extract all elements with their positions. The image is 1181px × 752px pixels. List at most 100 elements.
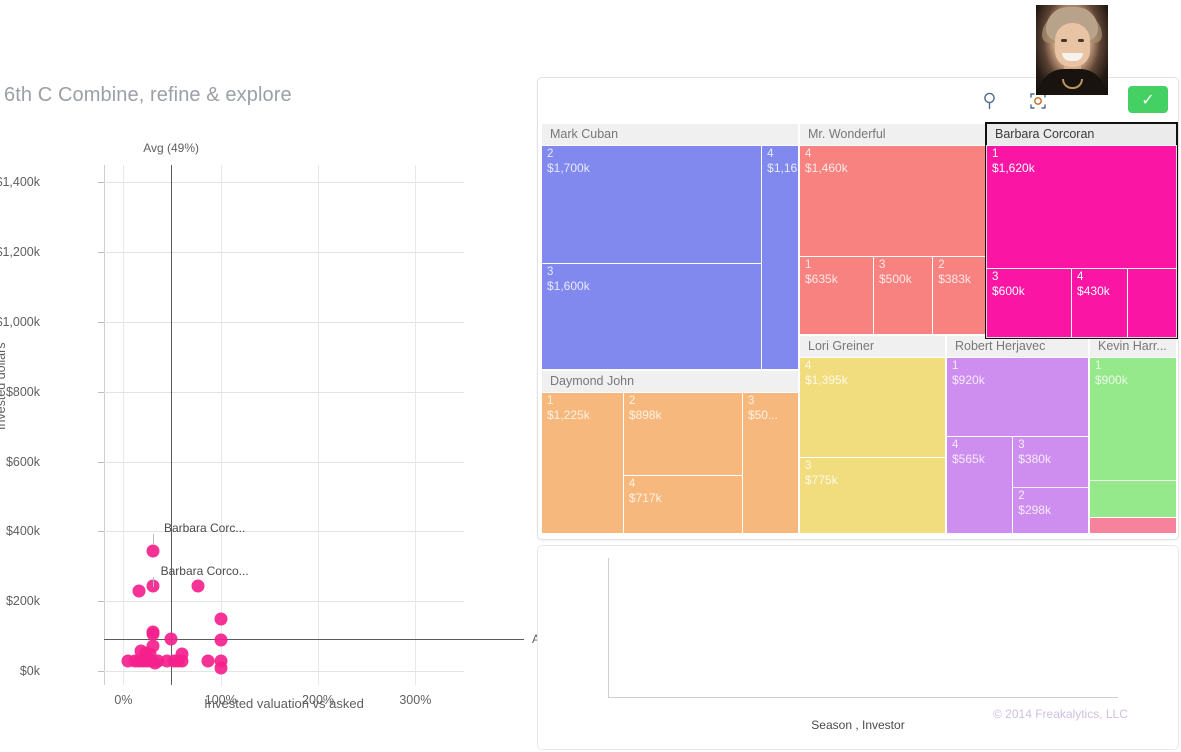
avatar-smile xyxy=(1062,53,1083,61)
treemap-cell[interactable]: 1 $1,225k xyxy=(541,392,624,534)
treemap-cell[interactable] xyxy=(1126,268,1177,338)
treemap-cell-value: $500k xyxy=(879,271,912,286)
treemap-cell[interactable]: 3 $775k xyxy=(799,456,946,535)
treemap-cell[interactable]: 2 $383k xyxy=(932,255,986,335)
scatter-point[interactable] xyxy=(175,654,189,668)
treemap-group-daymond-john[interactable]: Daymond John 1 $1,225k 2 $898k 4 $717k 3 $50... xyxy=(541,371,799,534)
scatter-point[interactable] xyxy=(132,584,146,598)
scatter-x-tick-label: 0% xyxy=(114,693,133,707)
treemap-cell[interactable]: 3 $1,600k xyxy=(541,263,762,370)
treemap-cell-value: $1,600k xyxy=(547,279,590,294)
treemap-group-body: 4 $1,395k 3 $775k xyxy=(799,357,946,535)
treemap-cell[interactable]: 2 $1,700k xyxy=(541,144,762,265)
treemap-cell[interactable]: 1 $1,620k xyxy=(986,144,1177,270)
treemap-cell-season: 4 xyxy=(805,360,812,372)
line-chart-plot-area[interactable] xyxy=(608,558,1118,698)
scatter-gridline-h xyxy=(104,671,464,673)
treemap-cell[interactable]: 4 $717k xyxy=(622,474,743,534)
treemap-cell-value: $50... xyxy=(747,408,778,422)
treemap-group-mr-wonderful[interactable]: Mr. Wonderful 4 $1,460k 1 $635k 3 $500k 2 $383k xyxy=(798,124,986,335)
treemap-group-barbara-corcoran[interactable]: Barbara Corcoran 1 $1,620k 3 $600k 4 $430k xyxy=(985,122,1178,339)
scatter-y-tick-mark xyxy=(98,671,104,673)
treemap-cell-season: 3 xyxy=(1018,438,1025,451)
scatter-y-tick-mark xyxy=(98,461,104,463)
treemap-cell[interactable]: 2 $898k xyxy=(622,392,743,476)
treemap-cell[interactable]: 3 $50... xyxy=(741,392,799,534)
scatter-point[interactable] xyxy=(201,654,215,668)
treemap-cell[interactable]: 1 $900k xyxy=(1089,357,1177,482)
treemap-group-label: Robert Herjavec xyxy=(947,336,1088,358)
treemap-cell-value: $717k xyxy=(628,490,662,505)
scatter-y-tick-label: $1,200k xyxy=(0,245,40,260)
treemap-group-body: 1 $900k xyxy=(1089,357,1177,534)
treemap-cell-value: $775k xyxy=(805,472,838,487)
scatter-gridline-v xyxy=(220,165,222,685)
scatter-point[interactable] xyxy=(191,579,205,593)
scatter-avg-hline xyxy=(104,638,524,640)
treemap-group-body: 1 $1,225k 2 $898k 4 $717k 3 $50... xyxy=(541,392,799,534)
confirm-selection-button[interactable]: ✓ xyxy=(1128,86,1168,113)
treemap-group-body: 4 $1,460k 1 $635k 3 $500k 2 $383k xyxy=(798,145,986,335)
treemap-cell-season: 2 xyxy=(1018,490,1025,503)
treemap-cell[interactable]: 4$1,163k xyxy=(761,145,799,370)
scatter-point[interactable] xyxy=(146,544,160,558)
treemap-cell-remainder[interactable] xyxy=(1089,517,1177,534)
treemap-cell-season: 4 xyxy=(952,438,959,451)
treemap-cell-value: $383k xyxy=(938,271,971,286)
scatter-point[interactable] xyxy=(164,632,178,646)
scatter-y-tick-label: $0k xyxy=(19,664,40,679)
treemap-cell-season: 1 xyxy=(547,395,554,407)
treemap-cell-value: $1,460k xyxy=(805,161,848,175)
scatter-point-label: Barbara Corc... xyxy=(163,520,246,535)
treemap-cell-value: $1,395k xyxy=(805,373,848,387)
treemap-cell[interactable]: 1 $920k xyxy=(946,357,1089,437)
treemap-cell-season: 4 xyxy=(767,148,774,160)
scatter-label-leader xyxy=(152,533,154,544)
treemap-group-robert-herjavec[interactable]: Robert Herjavec 1 $920k 4 $565k 3 $380k 2 $298k xyxy=(946,336,1089,535)
treemap-cell[interactable]: 4 $430k xyxy=(1071,268,1128,338)
treemap-cell-season: 2 xyxy=(938,258,945,271)
treemap-cell-season: 1 xyxy=(992,148,999,160)
scatter-plot-area[interactable]: $0k $200k $400k $600k $800k $1,000k $1,200k $1,… xyxy=(0,141,590,707)
treemap-cell[interactable]: 2 $298k xyxy=(1012,487,1089,534)
treemap-cell-season: 4 xyxy=(1077,271,1084,284)
treemap-group-lori-greiner[interactable]: Lori Greiner 4 $1,395k 3 $775k xyxy=(799,336,946,535)
treemap-card: ✓ Mark Cuban2$1,700k3$1,600k4$1,163kMr. … xyxy=(537,77,1179,540)
scatter-y-tick-label: $800k xyxy=(5,384,40,399)
treemap-group-kevin-harr[interactable]: Kevin Harr... 1 $900k xyxy=(1089,336,1177,534)
treemap-toolbar: ✓ xyxy=(538,78,1178,123)
scatter-y-tick-label: $1,400k xyxy=(0,175,40,190)
scatter-point[interactable] xyxy=(146,627,160,641)
scatter-point[interactable] xyxy=(214,612,228,626)
scatter-point-label: Barbara Corco... xyxy=(160,563,249,578)
avatar-eye-right xyxy=(1078,39,1084,42)
line-chart-x-axis-title: Season , Investor xyxy=(811,718,905,732)
scatter-gridline-h xyxy=(104,461,464,463)
scatter-point[interactable] xyxy=(214,661,228,675)
treemap-cell-season: 4 xyxy=(805,148,812,160)
scatter-avg-vline xyxy=(171,165,173,685)
avatar xyxy=(1036,5,1108,95)
scatter-x-axis-title: Invested valuation vs asked xyxy=(204,696,364,711)
treemap-cell[interactable]: 3 $380k xyxy=(1012,435,1089,489)
search-icon[interactable] xyxy=(981,91,1001,111)
treemap-cell-season: 1 xyxy=(805,258,812,271)
line-chart-card: Season , Investor xyxy=(537,545,1179,750)
treemap-cell[interactable]: 3 $600k xyxy=(985,268,1073,338)
treemap-cell-value: $635k xyxy=(805,271,838,286)
treemap-group-body: 1 $1,620k 3 $600k 4 $430k xyxy=(985,144,1177,338)
treemap-cell[interactable]: 3 $500k xyxy=(872,255,934,335)
scatter-x-tick-label: 200% xyxy=(302,693,335,707)
scatter-y-tick-label: $200k xyxy=(5,594,40,609)
treemap-cell[interactable]: 1 $635k xyxy=(798,255,875,335)
treemap-cell[interactable]: 4 $1,395k xyxy=(799,357,946,458)
scatter-x-tick-label: 300% xyxy=(399,693,432,707)
scatter-point[interactable] xyxy=(214,633,228,647)
lasso-select-icon[interactable] xyxy=(1028,91,1048,111)
treemap-cell[interactable]: 4 $565k xyxy=(946,435,1013,535)
treemap-cell[interactable]: 4 $1,460k xyxy=(799,145,986,257)
treemap-cell-value: $1,163k xyxy=(767,161,798,175)
scatter-gridline-h xyxy=(104,531,464,533)
